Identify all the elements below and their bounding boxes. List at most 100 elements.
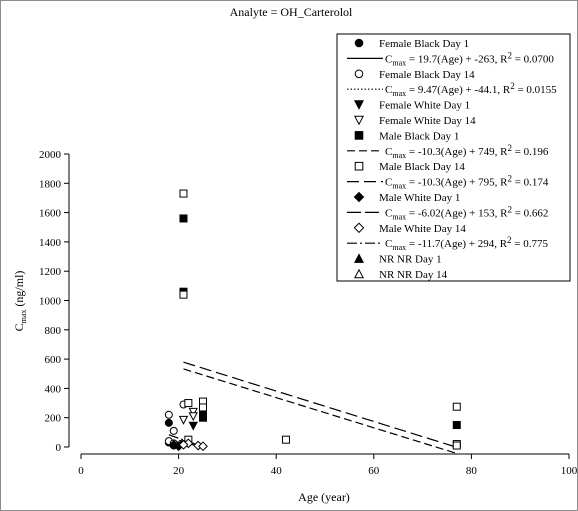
legend-marker-tri-down-filled [353, 100, 365, 110]
x-tick-label: 40 [271, 465, 283, 477]
data-point-square-open [452, 402, 461, 411]
legend-eq-c: C [385, 238, 392, 250]
data-point-square-filled [179, 214, 188, 223]
legend-equation: Cmax = -10.3(Age) + 749, R2 = 0.196 [385, 143, 549, 160]
data-point-tri-down-open [178, 415, 189, 425]
legend-equation: Cmax = 9.47(Age) + -44.1, R2 = 0.0155 [385, 81, 557, 98]
legend-marker-tri-down-open [353, 115, 365, 126]
legend-label: Female Black Day 1 [379, 38, 469, 50]
y-tick-label: 1000 [39, 296, 62, 308]
legend-entry: Cmax = 9.47(Age) + -44.1, R2 = 0.0155 [347, 81, 557, 98]
y-axis-title: Cmax (ng/ml) [12, 271, 28, 332]
data-point-circle-open [169, 426, 178, 435]
data-point-square-filled [452, 421, 461, 430]
data-point-tri-down-open [188, 407, 198, 417]
data-point-circle-filled [164, 418, 173, 427]
y-axis-title-main: C [12, 323, 26, 331]
x-tick-label: 60 [368, 465, 380, 477]
y-tick-label: 1800 [39, 178, 62, 190]
y-tick-label: 800 [45, 325, 62, 337]
legend-eq-sub: max [392, 58, 406, 67]
legend-entry: Cmax = -6.02(Age) + 153, R2 = 0.662 [347, 204, 548, 221]
legend-eq-sub: max [392, 89, 406, 98]
legend-entry: Male Black Day 1 [354, 130, 459, 142]
data-points [164, 189, 461, 452]
axes: 0 20 40 60 80 1000200400600800100012001400160… [39, 149, 577, 477]
y-tick-label: 0 [56, 442, 62, 454]
data-point-square-open [179, 290, 188, 299]
legend-eq-c: C [385, 84, 392, 96]
legend-marker-tri-up-filled [353, 253, 365, 263]
legend-eq-sup: 2 [507, 143, 512, 153]
legend-equation: Cmax = -6.02(Age) + 153, R2 = 0.662 [385, 204, 548, 221]
legend-eq-sup: 2 [507, 204, 512, 214]
legend-entry: Male White Day 1 [353, 191, 460, 204]
legend-label: NR NR Day 1 [379, 254, 442, 266]
legend-marker-tri-up-open [353, 268, 365, 279]
legend-eq-c: C [385, 207, 392, 219]
legend-label: Male White Day 1 [379, 192, 460, 204]
y-tick-label: 600 [45, 354, 62, 366]
legend-eq-sub: max [392, 182, 406, 191]
legend-marker-diamond-filled [353, 191, 365, 203]
data-point-square-open [281, 435, 290, 444]
data-point-circle-open [164, 410, 173, 419]
fit-line-dashed [183, 368, 457, 455]
legend-entry: Cmax = -11.7(Age) + 294, R2 = 0.775 [347, 235, 548, 252]
y-tick-label: 1400 [39, 237, 62, 249]
fit-lines [168, 361, 457, 455]
y-tick-label: 1200 [39, 266, 62, 278]
legend-entry: Cmax = -10.3(Age) + 749, R2 = 0.196 [347, 143, 549, 160]
legend-label: Female White Day 1 [379, 100, 470, 112]
legend-eq-sub: max [392, 212, 406, 221]
legend-entry: Male Black Day 14 [354, 161, 465, 173]
legend-equation: Cmax = -10.3(Age) + 795, R2 = 0.174 [385, 174, 549, 191]
legend-equation: Cmax = -11.7(Age) + 294, R2 = 0.775 [385, 235, 548, 252]
legend-eq-r2: = 0.775 [512, 238, 549, 250]
x-tick-label: 80 [466, 465, 478, 477]
legend-eq-r2: = 0.0155 [515, 84, 557, 96]
data-point-tri-down-filled [188, 421, 198, 431]
legend-equation: Cmax = 19.7(Age) + -263, R2 = 0.0700 [385, 50, 554, 67]
x-tick-label: 0 [78, 465, 84, 477]
legend-label: Female White Day 14 [379, 115, 476, 127]
legend-eq-sub: max [392, 243, 406, 252]
legend-eq-sup: 2 [510, 81, 515, 91]
legend-entry: Female Black Day 1 [354, 38, 469, 50]
data-point-square-open [179, 189, 188, 198]
data-point-square-filled [199, 413, 207, 422]
x-axis-title: Age (year) [298, 490, 350, 504]
data-point-square-open [199, 403, 207, 412]
legend-entry: NR NR Day 1 [353, 253, 442, 266]
y-tick-label: 2000 [39, 149, 62, 161]
legend-eq-r2: = 0.174 [512, 177, 549, 189]
legend-entry: NR NR Day 14 [353, 268, 448, 281]
legend-entry: Male White Day 14 [353, 222, 466, 235]
legend-eq-sup: 2 [507, 50, 512, 60]
legend-eq-r2: = 0.196 [512, 146, 549, 158]
legend-eq-sub: max [392, 151, 406, 160]
legend-marker-square-open [354, 161, 364, 171]
legend-entry: Female White Day 14 [353, 115, 476, 127]
legend-entry: Female Black Day 14 [354, 69, 475, 81]
legend-eq-body: = 19.7(Age) + -263, R [406, 53, 508, 65]
legend-eq-c: C [385, 177, 392, 189]
legend-marker-diamond-open [353, 222, 365, 234]
legend-label: Male White Day 14 [379, 223, 466, 235]
legend-label: Male Black Day 1 [379, 130, 459, 142]
y-axis-title-unit: (ng/ml) [12, 271, 26, 310]
y-tick-label: 400 [45, 383, 62, 395]
legend-entry: Cmax = -10.3(Age) + 795, R2 = 0.174 [347, 174, 549, 191]
data-point-square-open [452, 441, 461, 450]
legend-eq-body: = -11.7(Age) + 294, R [406, 238, 508, 250]
legend-label: Male Black Day 14 [379, 161, 465, 173]
legend-eq-body: = -6.02(Age) + 153, R [406, 207, 508, 219]
legend-label: NR NR Day 14 [379, 269, 448, 281]
legend-marker-square-filled [354, 131, 364, 140]
legend-eq-body: = -10.3(Age) + 749, R [406, 146, 508, 158]
data-point-diamond-filled [168, 439, 179, 450]
svg-text:Cmax (ng/ml): Cmax (ng/ml) [12, 271, 28, 332]
legend-eq-body: = 9.47(Age) + -44.1, R [406, 84, 511, 96]
